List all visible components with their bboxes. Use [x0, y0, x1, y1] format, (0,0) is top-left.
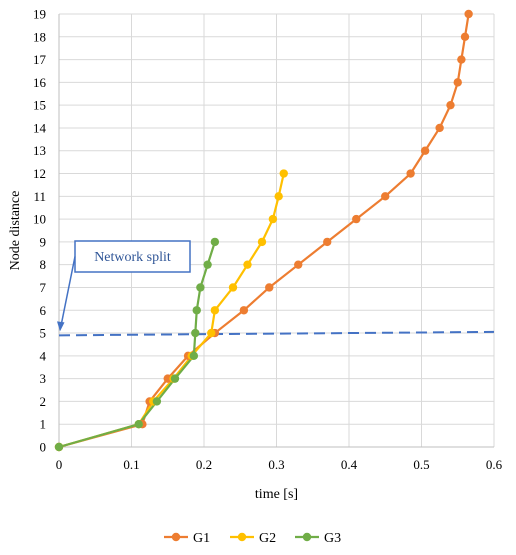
- data-point-g1: [381, 192, 390, 201]
- y-tick-label: 6: [40, 303, 47, 318]
- data-point-g1: [265, 283, 274, 292]
- data-point-g2: [279, 169, 288, 178]
- annotation-label: Network split: [94, 250, 171, 265]
- data-point-g1: [406, 169, 415, 178]
- data-point-g1: [460, 32, 470, 41]
- y-tick-label: 18: [33, 29, 46, 44]
- data-point-g2: [243, 260, 252, 269]
- data-point-g3: [210, 237, 220, 247]
- data-point-g1: [323, 237, 332, 247]
- grid: [58, 13, 495, 448]
- y-tick-label: 2: [40, 394, 47, 409]
- annotation-layer: Network split: [57, 240, 191, 332]
- data-point-g2: [257, 237, 267, 247]
- y-tick-label: 17: [33, 52, 47, 67]
- x-tick-label: 0: [56, 457, 63, 472]
- data-point-g2: [210, 306, 220, 315]
- data-point-g3: [191, 328, 200, 338]
- y-tick-label: 4: [40, 348, 47, 363]
- data-point-g2: [228, 283, 238, 292]
- y-tick-label: 9: [40, 234, 47, 249]
- legend-marker-g2: [237, 532, 247, 542]
- reference-line-layer: [58, 330, 495, 337]
- data-point-g1: [352, 214, 361, 224]
- legend-label-g1: G1: [193, 531, 210, 546]
- data-point-g1: [464, 9, 473, 19]
- y-tick-label: 8: [40, 257, 47, 272]
- x-tick-label: 0.2: [196, 457, 212, 472]
- data-point-g1: [163, 374, 172, 383]
- annotation-arrow-head: [57, 321, 65, 332]
- data-point-g2: [274, 192, 283, 201]
- legend-label-g3: G3: [324, 531, 341, 546]
- legend-label-g2: G2: [259, 531, 276, 546]
- network-split-reference-line: [58, 330, 495, 337]
- data-point-g2: [207, 328, 216, 338]
- legend: G1 G2 G3: [164, 531, 341, 546]
- x-tick-label: 0.3: [268, 457, 284, 472]
- x-tick-label: 0.1: [123, 457, 139, 472]
- data-point-g3: [152, 397, 162, 406]
- y-tick-label: 10: [33, 212, 46, 227]
- data-point-g2: [268, 214, 278, 224]
- x-axis-title: time [s]: [255, 487, 298, 502]
- y-tick-label: 12: [33, 166, 46, 181]
- y-tick-label: 19: [33, 7, 46, 22]
- data-point-g1: [435, 123, 444, 133]
- y-tick-label: 11: [33, 189, 46, 204]
- y-tick-label: 15: [33, 98, 46, 113]
- series-layer: [54, 9, 473, 452]
- y-tick-label: 0: [40, 440, 47, 455]
- annotation-arrow-shaft: [60, 256, 76, 324]
- data-point-g3: [189, 351, 199, 361]
- y-tick-label: 14: [33, 120, 47, 135]
- y-tick-label: 13: [33, 143, 46, 158]
- y-tick-label: 3: [40, 371, 47, 386]
- data-point-g1: [420, 146, 430, 155]
- data-point-g3: [203, 260, 212, 269]
- y-tick-label: 16: [33, 75, 47, 90]
- legend-marker-g1: [171, 532, 181, 542]
- data-point-g1: [446, 100, 455, 110]
- y-tick-label: 7: [40, 280, 47, 295]
- data-point-g1: [294, 260, 303, 269]
- data-point-g3: [192, 306, 201, 315]
- x-tick-label: 0.5: [413, 457, 429, 472]
- legend-marker-g3: [302, 532, 312, 542]
- y-tick-label: 1: [40, 417, 47, 432]
- data-point-g3: [170, 374, 180, 383]
- x-tick-label: 0.4: [341, 457, 358, 472]
- y-tick-label: 5: [40, 326, 47, 341]
- x-tick-label: 0.6: [486, 457, 503, 472]
- annotation-box: [74, 240, 191, 273]
- series-line-g3: [58, 241, 216, 449]
- data-point-g3: [196, 283, 205, 292]
- series-line-g1: [58, 13, 470, 449]
- y-axis-title: Node distance: [8, 191, 23, 271]
- data-point-g3: [54, 442, 64, 452]
- data-point-g1: [239, 306, 249, 315]
- data-point-g1: [453, 78, 462, 87]
- data-point-g1: [457, 55, 466, 64]
- data-point-g3: [134, 420, 143, 429]
